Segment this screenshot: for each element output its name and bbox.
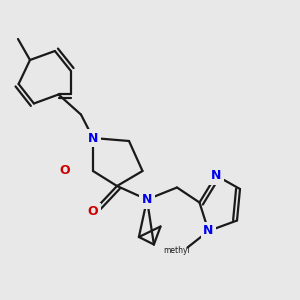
- Text: methyl: methyl: [164, 246, 190, 255]
- Text: O: O: [59, 164, 70, 178]
- Text: N: N: [211, 169, 221, 182]
- Text: N: N: [142, 193, 152, 206]
- Text: N: N: [203, 224, 214, 238]
- Text: N: N: [88, 131, 98, 145]
- Text: O: O: [88, 205, 98, 218]
